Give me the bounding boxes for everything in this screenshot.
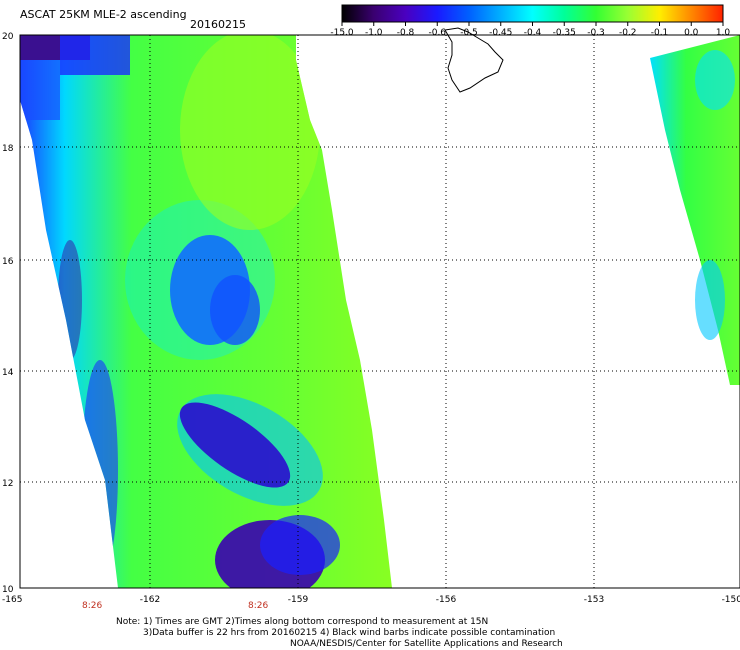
colorbar-label: -0.8 (397, 28, 415, 38)
lat-tick-label: 14 (2, 368, 14, 378)
colorbar-label: -0.45 (489, 28, 512, 38)
footer-credit: NOAA/NESDIS/Center for Satellite Applica… (290, 639, 563, 649)
colorbar-label: -1.0 (365, 28, 383, 38)
colorbar-label: 1.0 (716, 28, 731, 38)
lat-tick-label: 10 (2, 585, 14, 595)
colorbar-label: -0.3 (587, 28, 605, 38)
footer-note-1: Note: 1) Times are GMT 2)Times along bot… (116, 617, 489, 627)
map-date: 20160215 (190, 18, 246, 31)
colorbar-labels: -15.0 -1.0 -0.8 -0.6 -0.5 -0.45 -0.4 -0.35 -0.3 -… (330, 28, 730, 38)
swath-right (650, 35, 740, 385)
lon-tick-label: -153 (584, 595, 604, 605)
graticule (20, 35, 740, 588)
colorbar-ramp (341, 4, 724, 23)
lon-tick-label: -156 (436, 595, 457, 605)
lon-tick-label: -162 (140, 595, 160, 605)
footer-note-2: 3)Data buffer is 22 hrs from 20160215 4)… (143, 628, 556, 638)
colorbar-label: -0.4 (524, 28, 542, 38)
time-label-1: 8:26 (82, 601, 103, 611)
lon-tick-label: -165 (2, 595, 22, 605)
lat-tick-label: 18 (2, 144, 14, 154)
colorbar-label: -0.5 (460, 28, 478, 38)
lat-tick-label: 16 (2, 257, 14, 267)
colorbar (341, 4, 724, 26)
lat-tick-label: 12 (2, 479, 13, 489)
plot-frame (19, 34, 740, 589)
axis-labels: -165 -162 -159 -156 -153 -150 20 18 16 14 12 10 (2, 32, 740, 605)
colorbar-label: 0.0 (684, 28, 699, 38)
map-title: ASCAT 25KM MLE-2 ascending (20, 8, 187, 21)
colorbar-label: -15.0 (330, 28, 354, 38)
swath-left (20, 35, 392, 588)
colorbar-label: -0.6 (428, 28, 446, 38)
lat-tick-label: 20 (2, 32, 14, 42)
time-label-2: 8:26 (248, 601, 269, 611)
colorbar-label: -0.35 (553, 28, 576, 38)
colorbar-label: -0.1 (651, 28, 669, 38)
colorbar-label: -0.2 (619, 28, 637, 38)
lon-tick-label: -150 (722, 595, 740, 605)
lon-tick-label: -159 (288, 595, 309, 605)
